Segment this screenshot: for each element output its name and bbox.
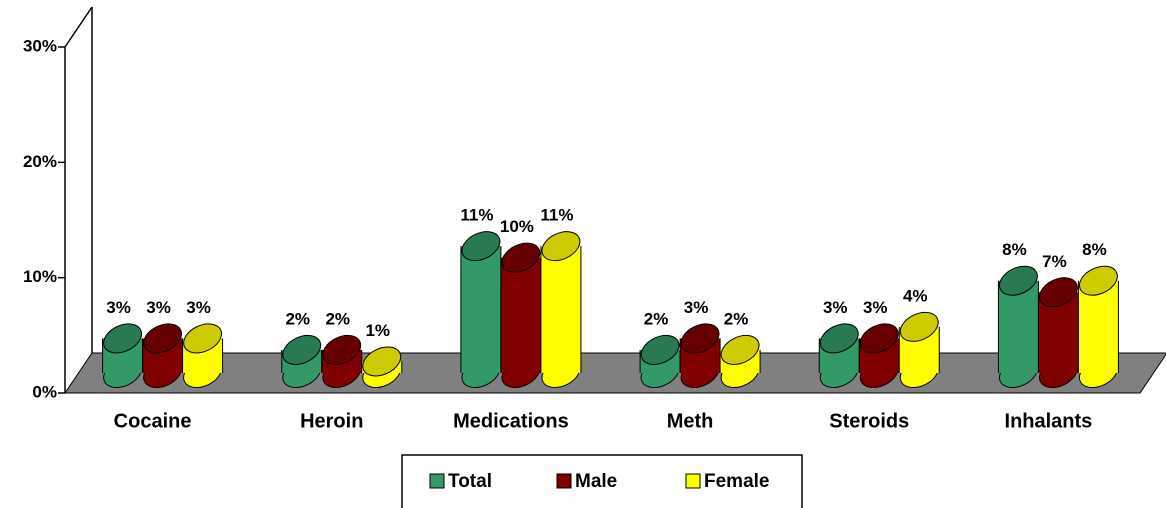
cylinder [540,231,582,389]
value-label: 3% [823,298,848,317]
cylinder [898,311,940,389]
cylinder-top [183,323,223,354]
cylinder-top [680,323,720,354]
cylinder-top [322,334,362,365]
bar [460,246,501,373]
legend-swatch [556,473,572,489]
y-tick-label: 0% [32,382,57,401]
x-tick-label: Cocaine [114,410,192,432]
value-label: 2% [285,309,310,328]
legend-label: Total [448,471,492,492]
x-tick-label: Meth [667,410,714,432]
wall-top [64,6,93,48]
cylinder-top [143,323,183,354]
cylinder [281,334,323,389]
value-label: 1% [365,321,390,340]
legend-box [401,454,803,508]
value-label: 2% [724,309,749,328]
y-tick-label: 20% [23,152,57,171]
cylinder-top [541,231,581,262]
cylinder-top [362,346,402,377]
legend-label: Female [704,471,769,492]
bar [540,246,581,373]
cylinder [818,323,860,389]
value-label: 3% [106,298,131,317]
cylinder [997,265,1039,389]
cylinder-top [720,334,760,365]
value-label: 11% [460,206,493,225]
value-label: 3% [684,298,709,317]
cylinder-top [461,231,501,262]
cylinder-top [282,334,322,365]
legend-swatch [429,473,445,489]
cylinder-top [103,323,143,354]
cylinder [719,334,761,389]
value-label: 3% [863,298,888,317]
cylinder-top [501,242,541,273]
value-label: 4% [903,286,928,305]
value-label: 7% [1042,252,1067,271]
cylinder-top [819,323,859,354]
cylinder-top [998,265,1038,296]
bar [1078,280,1119,373]
value-label: 3% [186,298,211,317]
y-tick-label: 10% [23,267,57,286]
legend-label: Male [575,471,617,492]
x-tick-label: Inhalants [1005,410,1093,432]
x-tick-label: Steroids [829,410,909,432]
cylinder [639,334,681,389]
bar [500,257,541,373]
cylinder [1037,277,1079,389]
value-label: 2% [325,309,350,328]
cylinder [500,242,542,389]
value-label: 8% [1082,240,1107,259]
value-label: 11% [540,206,573,225]
cylinder [1077,265,1119,389]
cylinder-top [1038,277,1078,308]
x-tick-label: Medications [453,410,569,432]
value-label: 2% [644,309,669,328]
bar [998,280,1039,373]
cylinder [679,323,721,389]
cylinder-top [899,311,939,342]
y-tick-label: 30% [23,36,57,55]
value-label: 8% [1002,240,1027,259]
cylinder-top [1078,265,1118,296]
cylinder [182,323,224,389]
cylinder [460,231,502,389]
cylinder [361,346,403,389]
x-tick-label: Heroin [300,410,363,432]
value-label: 10% [500,217,534,236]
cylinder [102,323,144,389]
cylinder [142,323,184,389]
legend-swatch [685,473,701,489]
cylinder-top [859,323,899,354]
cylinder-top [640,334,680,365]
cylinder [321,334,363,389]
value-label: 3% [146,298,171,317]
